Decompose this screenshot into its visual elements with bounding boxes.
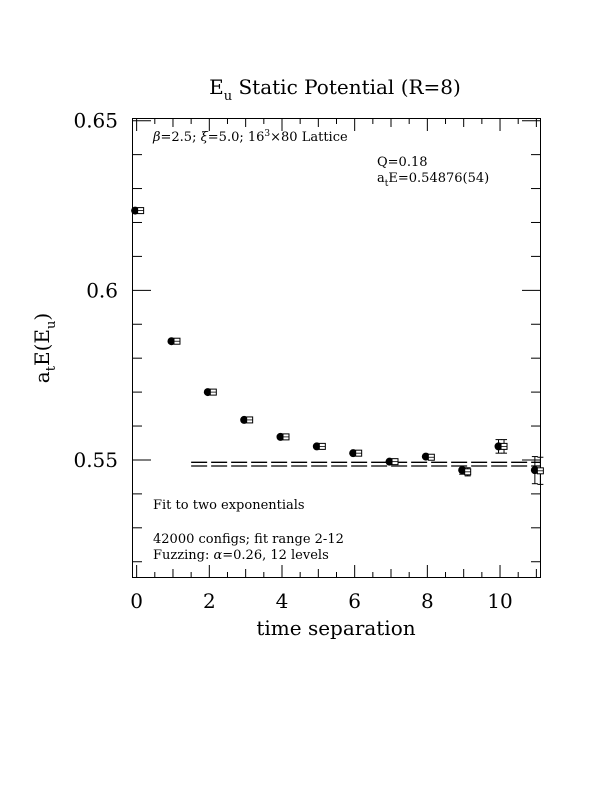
plot-frame [132, 118, 541, 578]
chart-title: Eu Static Potential (R=8) [209, 75, 461, 104]
xi-value: =5.0; 16 [208, 130, 265, 145]
fit-method-note: Fit to two exponentials [153, 498, 305, 513]
lattice-rest: ×80 Lattice [270, 130, 348, 145]
title-main: E [209, 75, 224, 99]
lattice-superscript: 3 [264, 129, 270, 139]
y-axis-label: atE(Eu) [30, 313, 59, 383]
fuzzing-post: =0.26, 12 levels [222, 548, 329, 563]
beta-value: =2.5; [161, 130, 201, 145]
x-tick-label: 4 [276, 589, 289, 613]
fuzzing-pre: Fuzzing: [153, 548, 213, 563]
title-rest: Static Potential (R=8) [232, 75, 461, 99]
fit-result-t: t [385, 179, 389, 189]
y-label-E: E(E [30, 329, 54, 366]
x-tick-label: 2 [203, 589, 216, 613]
y-label-u: u [44, 321, 59, 329]
fit-result-a: a [377, 171, 385, 186]
y-label-t: t [44, 365, 59, 371]
fit-result-value: E=0.54876(54) [388, 171, 489, 186]
axis-tick-labels: 0 2 4 6 8 10 0.55 0.6 0.65 [73, 109, 512, 613]
y-tick-label: 0.65 [73, 109, 118, 133]
data-points [131, 206, 544, 485]
lattice-annotation: β=2.5; ξ=5.0; 163×80 Lattice [152, 129, 348, 145]
beta-symbol: β [152, 130, 161, 145]
fuzzing-alpha: α [213, 548, 222, 563]
fuzzing-note: Fuzzing: α=0.26, 12 levels [153, 548, 329, 563]
y-tick-label: 0.6 [86, 278, 118, 302]
axis-ticks [133, 119, 540, 577]
q-annotation: Q=0.18 [377, 155, 428, 170]
x-tick-label: 0 [130, 589, 143, 613]
x-tick-label: 6 [348, 589, 361, 613]
x-tick-label: 10 [487, 589, 512, 613]
y-tick-label: 0.55 [73, 448, 118, 472]
y-label-close: ) [30, 313, 54, 321]
x-axis-label: time separation [256, 616, 415, 640]
fit-result-annotation: atE=0.54876(54) [377, 171, 489, 189]
fit-band [191, 461, 540, 467]
xi-symbol: ξ [201, 130, 209, 145]
y-label-a: a [30, 371, 54, 383]
x-tick-label: 8 [421, 589, 434, 613]
configs-note: 42000 configs; fit range 2-12 [153, 532, 344, 547]
title-subscript: u [224, 89, 232, 104]
